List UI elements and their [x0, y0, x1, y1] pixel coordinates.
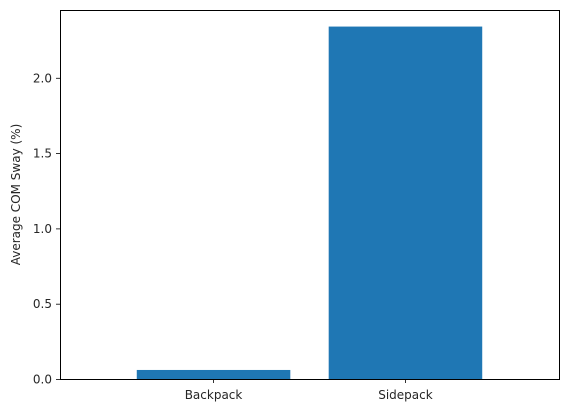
- y-tick-label: 2.0: [33, 71, 52, 85]
- bar-sidepack: [328, 26, 483, 379]
- x-tick-label: Backpack: [185, 388, 243, 402]
- y-axis-label: Average COM Sway (%): [9, 124, 23, 266]
- y-axis-ticks: 0.0 0.5 1.0 1.5 2.0: [33, 71, 60, 387]
- y-tick-label: 0.5: [33, 297, 52, 311]
- x-tick-label: Sidepack: [378, 388, 433, 402]
- y-tick-label: 1.5: [33, 147, 52, 161]
- bar-backpack: [136, 369, 291, 379]
- x-axis-ticks: Backpack Sidepack: [185, 379, 433, 402]
- bars-group: [136, 26, 483, 379]
- plot-frame: [60, 10, 560, 380]
- y-tick-label: 0.0: [33, 373, 52, 387]
- y-tick-label: 1.0: [33, 222, 52, 236]
